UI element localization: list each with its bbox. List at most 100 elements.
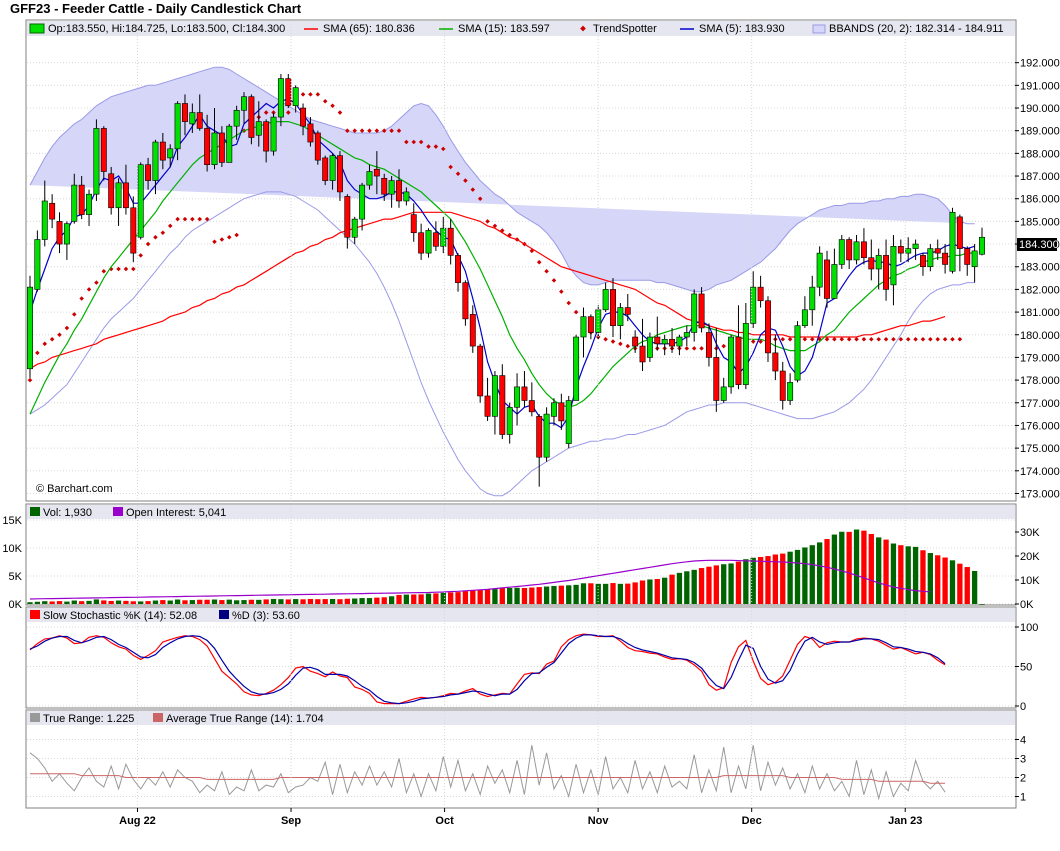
volume-right-tick-label: 20K: [1020, 551, 1040, 563]
candle-body: [979, 236, 985, 255]
last-price-badge: [1017, 238, 1057, 251]
volume-legend: Vol: 1,930: [43, 507, 92, 519]
candle-body: [528, 400, 535, 413]
trendspotter-dot: [928, 337, 933, 342]
candle-body: [78, 184, 85, 215]
volume-bar: [521, 587, 528, 604]
candle-body: [418, 232, 425, 254]
trendspotter-dot: [832, 337, 837, 342]
trendspotter-dot: [573, 309, 579, 315]
candle-body: [469, 314, 476, 347]
volume-bar: [543, 586, 550, 604]
volume-bar: [425, 593, 432, 604]
stochastic-k-line: [29, 633, 946, 705]
candle-body: [336, 155, 343, 193]
candle-body: [669, 338, 676, 347]
candle-body: [145, 164, 152, 181]
volume-bar: [794, 549, 801, 604]
true-range-tick-label: 2: [1020, 773, 1026, 785]
price-tick-label: 177.000: [1020, 398, 1060, 410]
volume-bar: [322, 599, 328, 604]
volume-bar: [706, 566, 712, 604]
candle-body: [506, 407, 513, 435]
d-legend-swatch: [219, 610, 229, 619]
volume-bar: [189, 600, 196, 604]
trendspotter-dot: [920, 337, 926, 342]
candle-body: [477, 345, 484, 397]
volume-bar: [337, 599, 343, 604]
volume-bar: [573, 584, 579, 604]
candle-body: [720, 386, 727, 401]
candle-body: [809, 286, 816, 311]
candle-body: [359, 184, 366, 220]
candle-body: [831, 264, 838, 299]
candle-body: [381, 178, 388, 195]
true-range-line: [29, 745, 946, 801]
volume-bar: [440, 592, 446, 604]
volume-bar: [898, 545, 904, 604]
x-tick-label: Sep: [281, 815, 301, 827]
trendspotter-dot: [869, 337, 874, 342]
volume-left-tick-label: 10K: [2, 543, 22, 555]
volume-bar: [691, 569, 697, 604]
candle-body: [182, 103, 188, 122]
trendspotter-dot: [935, 337, 940, 342]
volume-bar: [477, 590, 483, 604]
chart-title: GFF23 - Feeder Cattle - Daily Candlestic…: [10, 1, 302, 16]
candle-body: [292, 87, 299, 107]
candle-body: [277, 78, 284, 118]
candle-body: [765, 300, 771, 354]
candle-body: [100, 128, 107, 172]
volume-bar: [278, 599, 284, 604]
volume-bar: [226, 599, 232, 604]
volume-bar: [514, 587, 520, 604]
price-tick-label: 181.000: [1020, 307, 1060, 319]
volume-bar: [868, 534, 874, 604]
trendspotter-dot: [876, 337, 881, 342]
volume-bar: [765, 556, 771, 604]
volume-bar: [352, 598, 358, 604]
volume-bar: [152, 600, 159, 604]
candle-body: [860, 241, 867, 258]
volume-bar: [484, 589, 491, 604]
volume-bar: [56, 601, 63, 604]
volume-left-tick-label: 5K: [9, 571, 23, 583]
trendspotter-dot: [839, 337, 845, 342]
price-tick-label: 182.000: [1020, 284, 1060, 296]
stochastic-panel: Slow Stochastic %K (14): 52.08 %D (3): 5…: [25, 606, 1038, 713]
candle-body: [691, 293, 698, 333]
volume-bar: [470, 590, 476, 604]
candle-body: [440, 227, 447, 247]
volume-bar: [329, 598, 336, 604]
volume-bar: [344, 598, 350, 604]
candle-body: [388, 180, 395, 195]
candle-body: [93, 128, 100, 195]
true-range-tick-label: 1: [1020, 792, 1026, 804]
volume-bar: [492, 589, 498, 604]
candle-body: [514, 386, 521, 408]
volume-bar: [647, 579, 653, 604]
candle-body: [551, 402, 557, 417]
candle-body: [838, 239, 845, 265]
volume-bar: [905, 546, 911, 604]
barchart-credit: © Barchart.com: [36, 483, 113, 495]
volume-bar: [935, 555, 941, 604]
candle-body: [499, 375, 506, 435]
candle-body: [587, 316, 594, 333]
candle-body: [255, 121, 262, 136]
trendspotter-dot: [957, 337, 963, 342]
candle-body: [934, 248, 941, 254]
volume-bar: [411, 594, 417, 604]
trendspotter-dot: [824, 337, 830, 342]
candle-body: [956, 216, 963, 249]
last-price-label: 184.300: [1019, 239, 1059, 251]
volume-bar: [256, 599, 262, 604]
trendspotter-dot: [905, 337, 911, 342]
candle-body: [63, 223, 70, 245]
volume-bar: [300, 599, 306, 604]
trendspotter-dot: [891, 337, 896, 342]
price-tick-label: 191.000: [1020, 80, 1060, 92]
trendspotter-dot: [381, 128, 387, 133]
candle-body: [912, 243, 919, 249]
volume-bar: [684, 571, 690, 604]
